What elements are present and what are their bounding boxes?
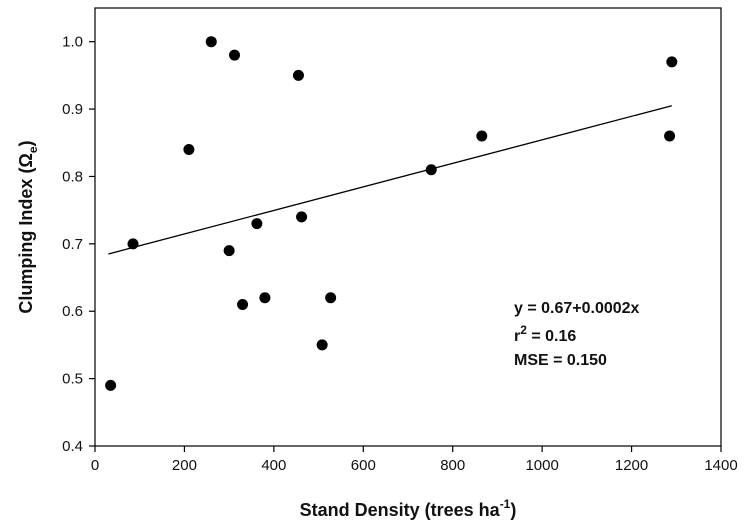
data-point bbox=[292, 69, 304, 81]
data-point bbox=[325, 292, 337, 304]
regression-line bbox=[108, 105, 672, 255]
plot-frame bbox=[94, 7, 722, 447]
x-tick-label: 0 bbox=[91, 457, 99, 474]
data-point bbox=[316, 339, 328, 351]
r2-superscript: 2 bbox=[520, 323, 527, 337]
data-points bbox=[105, 36, 678, 391]
data-point bbox=[296, 211, 308, 223]
y-axis-ticks: 0.4 0.5 0.6 0.7 0.8 0.9 1.0 bbox=[62, 34, 95, 455]
data-point bbox=[666, 56, 678, 68]
x-tick-label: 600 bbox=[351, 457, 376, 474]
data-point bbox=[127, 238, 139, 250]
data-point bbox=[476, 130, 488, 142]
y-axis-title-sub: e bbox=[26, 146, 40, 153]
x-tick-label: 1200 bbox=[615, 457, 648, 474]
x-tick-label: 1000 bbox=[525, 457, 558, 474]
r2-suffix: = 0.16 bbox=[527, 328, 576, 345]
r2-text: r2 = 0.16 bbox=[514, 323, 576, 345]
x-axis-ticks: 0 200 400 600 800 1000 1200 1400 bbox=[91, 446, 738, 474]
mse-text: MSE = 0.150 bbox=[514, 352, 607, 369]
y-tick-label: 1.0 bbox=[62, 34, 83, 51]
y-tick-label: 0.4 bbox=[62, 438, 83, 455]
data-point bbox=[183, 144, 195, 156]
data-point bbox=[223, 245, 235, 257]
y-tick-label: 0.8 bbox=[62, 168, 83, 185]
y-axis-title-main: Clumping Index (Ω bbox=[16, 153, 36, 313]
r2-prefix: r bbox=[514, 328, 520, 345]
y-tick-label: 0.5 bbox=[62, 371, 83, 388]
x-axis-title-main: Stand Density (trees ha bbox=[300, 500, 501, 520]
x-tick-label: 1400 bbox=[704, 457, 737, 474]
data-point bbox=[105, 379, 117, 391]
y-tick-label: 0.7 bbox=[62, 236, 83, 253]
equation-text: y = 0.67+0.0002x bbox=[514, 300, 640, 317]
y-tick-label: 0.9 bbox=[62, 101, 83, 118]
fit-annotation: y = 0.67+0.0002x r2 = 0.16 MSE = 0.150 bbox=[514, 300, 640, 369]
x-tick-label: 200 bbox=[172, 457, 197, 474]
y-tick-label: 0.6 bbox=[62, 303, 83, 320]
data-point bbox=[251, 218, 263, 230]
data-point bbox=[664, 130, 676, 142]
y-axis-title: Clumping Index (Ωe) bbox=[16, 140, 40, 313]
data-point bbox=[237, 298, 249, 310]
x-tick-label: 400 bbox=[261, 457, 286, 474]
x-tick-label: 800 bbox=[440, 457, 465, 474]
data-point bbox=[205, 36, 217, 48]
x-axis-title: Stand Density (trees ha-1) bbox=[300, 497, 517, 520]
x-axis-title-close: ) bbox=[510, 500, 516, 520]
x-axis-title-sup: -1 bbox=[500, 497, 511, 511]
data-point bbox=[425, 164, 437, 176]
data-point bbox=[259, 292, 271, 304]
data-point bbox=[229, 49, 241, 61]
y-axis-title-close: ) bbox=[16, 140, 36, 146]
